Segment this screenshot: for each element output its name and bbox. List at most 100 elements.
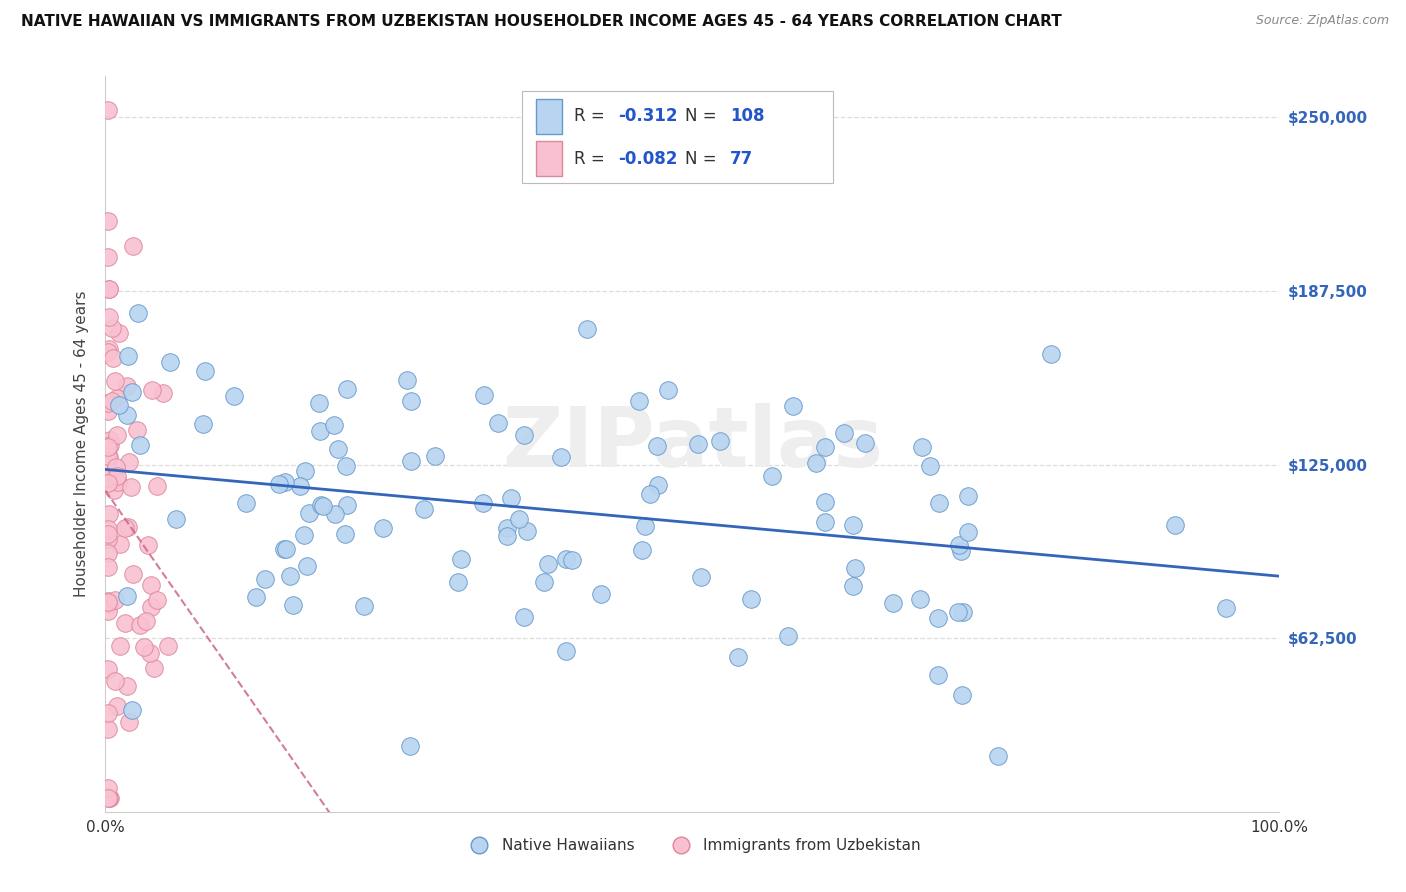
Point — [97, 476, 120, 491]
Point — [254, 572, 277, 586]
Point — [132, 640, 155, 655]
Point — [97, 526, 120, 541]
Point — [128, 618, 150, 632]
Point — [136, 538, 159, 552]
Point — [97, 594, 120, 608]
Point — [104, 593, 127, 607]
Point — [308, 396, 330, 410]
Point — [294, 464, 316, 478]
Point — [814, 495, 837, 509]
Point — [927, 610, 949, 624]
Point — [536, 557, 558, 571]
Point — [946, 605, 969, 619]
Point — [555, 552, 578, 566]
Point — [139, 599, 162, 614]
Point — [152, 386, 174, 401]
Point — [336, 382, 359, 396]
Point — [952, 605, 974, 619]
Point — [333, 527, 356, 541]
Point — [295, 558, 318, 573]
Point — [159, 354, 181, 368]
Point — [957, 525, 980, 540]
Point — [97, 790, 120, 805]
Point — [127, 306, 149, 320]
Point — [508, 512, 530, 526]
Point — [927, 668, 949, 682]
Point — [117, 520, 139, 534]
Point — [806, 456, 828, 470]
Point — [143, 661, 166, 675]
Point — [399, 394, 422, 409]
Point — [948, 538, 970, 552]
Point — [97, 250, 120, 264]
Point — [107, 475, 129, 490]
Point — [957, 489, 980, 503]
Point — [139, 646, 162, 660]
Point — [139, 578, 162, 592]
Point — [841, 517, 863, 532]
Point — [115, 589, 138, 603]
Point — [555, 644, 578, 658]
Point — [97, 780, 120, 795]
Point — [688, 437, 710, 451]
Point — [842, 579, 865, 593]
Point — [814, 515, 837, 529]
Point — [844, 561, 866, 575]
Point — [97, 396, 120, 410]
Point — [97, 470, 120, 484]
Point — [224, 389, 246, 403]
Point — [495, 529, 517, 543]
Point — [533, 574, 555, 589]
Point — [121, 239, 143, 253]
Text: NATIVE HAWAIIAN VS IMMIGRANTS FROM UZBEKISTAN HOUSEHOLDER INCOME AGES 45 - 64 YE: NATIVE HAWAIIAN VS IMMIGRANTS FROM UZBEK… — [21, 14, 1062, 29]
Point — [273, 541, 295, 556]
Point — [97, 454, 120, 468]
Point — [1040, 347, 1063, 361]
Point — [117, 408, 139, 422]
Point — [97, 450, 120, 465]
Point — [97, 523, 120, 537]
Point — [628, 394, 651, 409]
Point — [853, 436, 876, 450]
Point — [97, 214, 120, 228]
Point — [165, 512, 187, 526]
Point — [513, 428, 536, 442]
Point — [501, 491, 523, 505]
Point — [280, 568, 302, 582]
Point — [97, 310, 120, 325]
Text: ZIPatlas: ZIPatlas — [502, 403, 883, 484]
Point — [146, 479, 169, 493]
Point — [782, 399, 804, 413]
Point — [97, 471, 120, 485]
Point — [727, 650, 749, 665]
Point — [98, 434, 121, 448]
Point — [447, 575, 470, 590]
Point — [104, 673, 127, 688]
Point — [97, 722, 120, 736]
Y-axis label: Householder Income Ages 45 - 64 years: Householder Income Ages 45 - 64 years — [75, 291, 90, 597]
Point — [103, 483, 125, 497]
Point — [129, 438, 152, 452]
Point — [274, 542, 297, 557]
Point — [952, 688, 974, 702]
Point — [108, 639, 131, 653]
Point — [1164, 517, 1187, 532]
Point — [115, 679, 138, 693]
Point — [910, 440, 932, 454]
Point — [495, 521, 517, 535]
Point — [97, 595, 120, 609]
Point — [121, 385, 143, 400]
Text: R =: R = — [574, 107, 610, 125]
Point — [156, 640, 179, 654]
Point — [125, 423, 148, 437]
Point — [709, 434, 731, 448]
Point — [292, 528, 315, 542]
Point — [97, 103, 120, 118]
Point — [118, 714, 141, 729]
Point — [413, 502, 436, 516]
Point — [647, 478, 669, 492]
Point — [235, 495, 257, 509]
Point — [101, 351, 124, 365]
Point — [274, 475, 297, 489]
Point — [633, 519, 655, 533]
